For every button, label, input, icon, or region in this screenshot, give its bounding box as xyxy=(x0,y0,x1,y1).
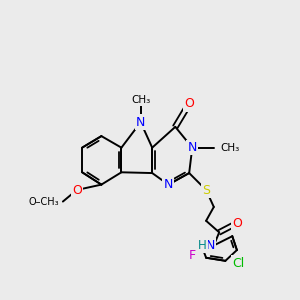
Text: O: O xyxy=(72,184,82,196)
Text: Cl: Cl xyxy=(232,257,244,270)
Text: O: O xyxy=(184,97,194,110)
Text: H: H xyxy=(198,239,207,252)
Text: N: N xyxy=(188,141,197,154)
Text: N: N xyxy=(205,239,214,252)
Text: N: N xyxy=(136,116,145,129)
Text: CH₃: CH₃ xyxy=(131,95,150,105)
Text: N: N xyxy=(164,178,173,191)
Text: CH₃: CH₃ xyxy=(220,143,239,153)
Text: O: O xyxy=(232,217,242,230)
Text: S: S xyxy=(202,184,210,196)
Text: F: F xyxy=(189,249,196,262)
Text: O–CH₃: O–CH₃ xyxy=(28,196,59,206)
